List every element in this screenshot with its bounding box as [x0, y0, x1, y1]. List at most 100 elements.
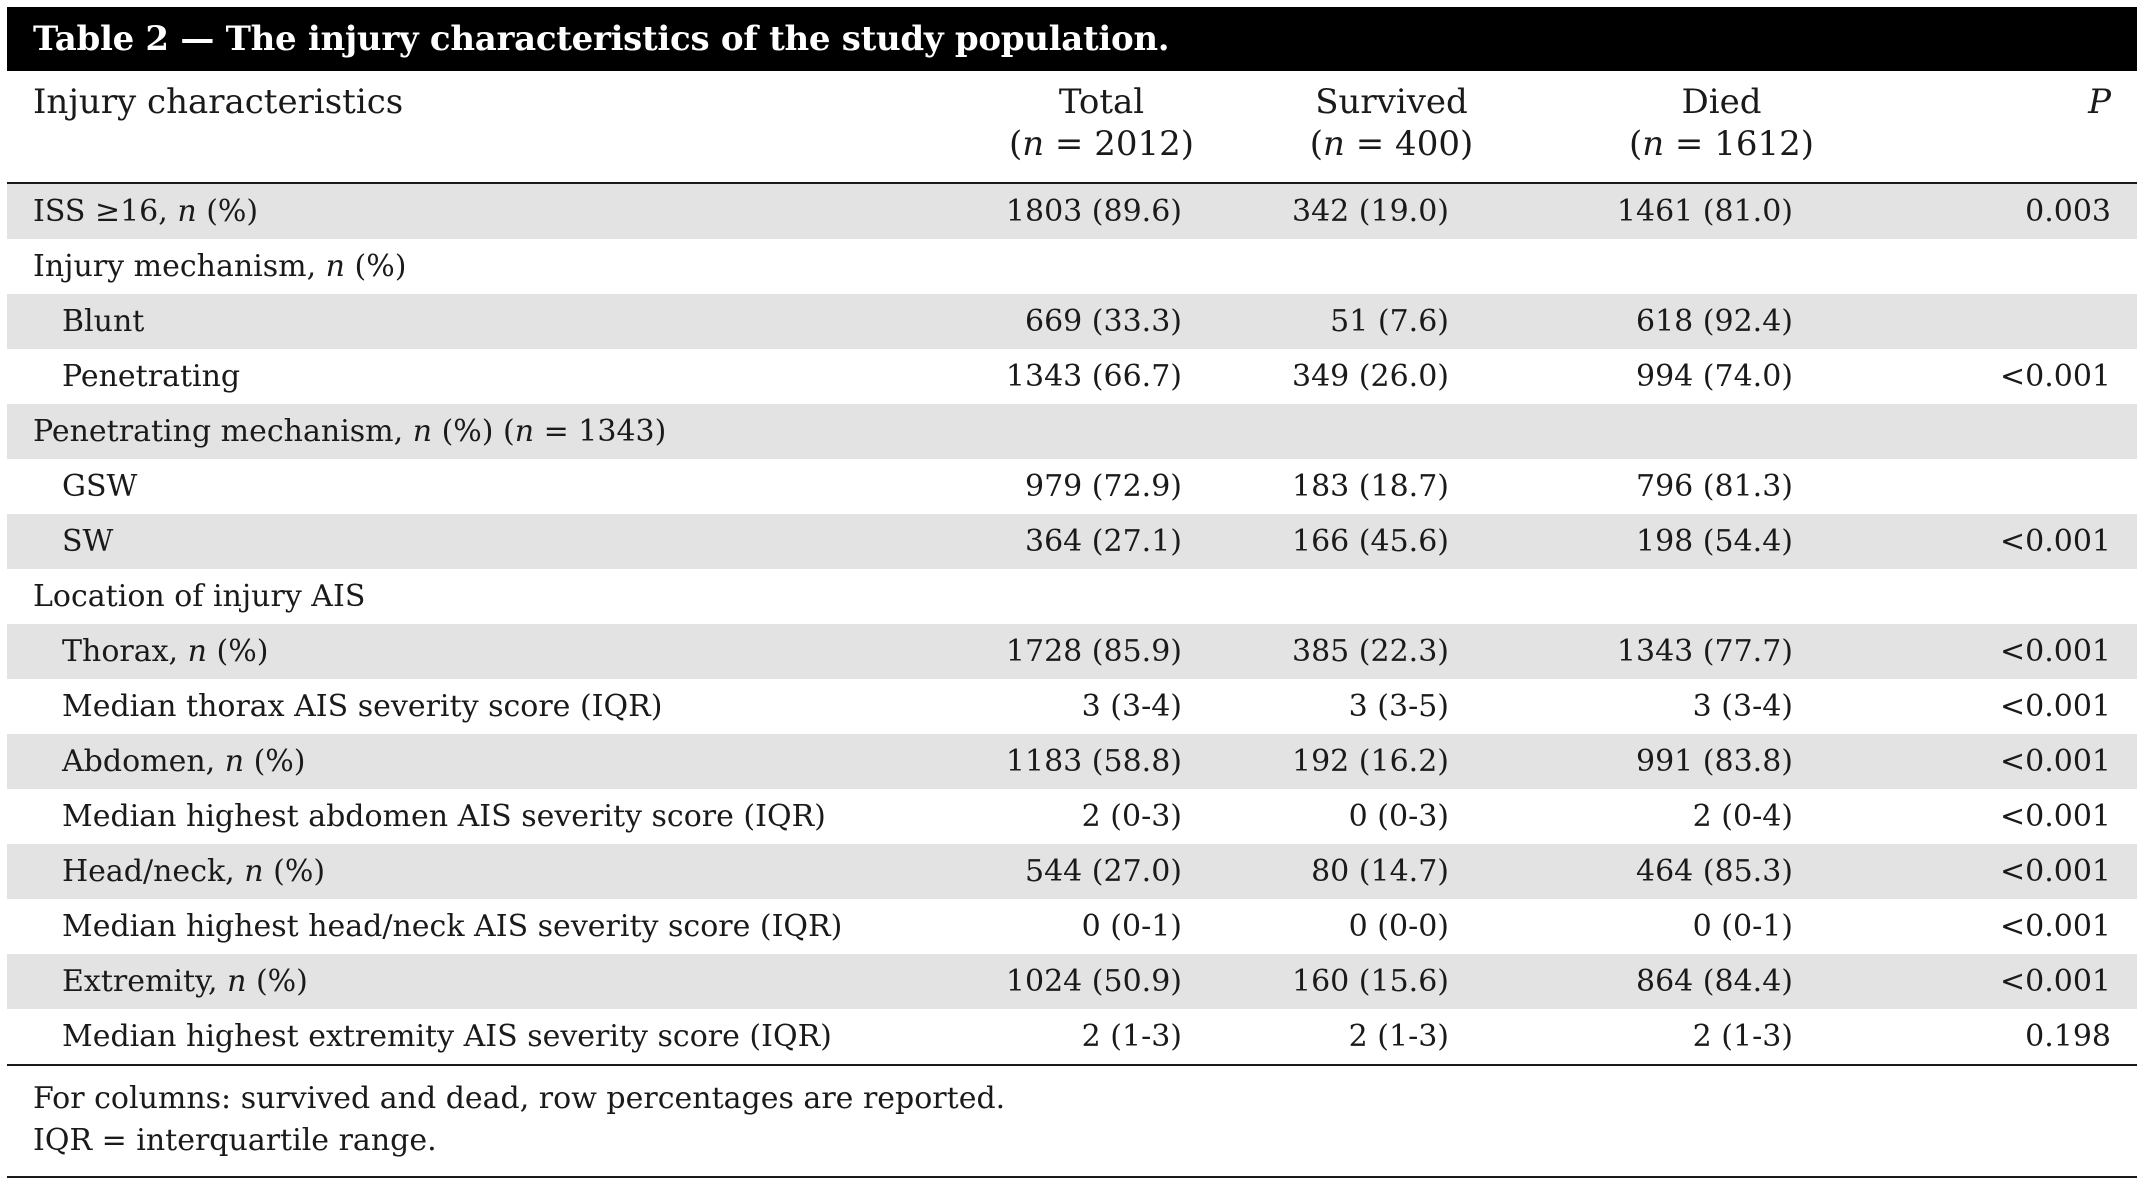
row-label: GSW: [62, 469, 138, 504]
header-total-name: Total: [1058, 82, 1145, 122]
cell-survived: 166 (45.6): [1197, 514, 1547, 569]
row-label: Penetrating: [62, 359, 241, 394]
cell-total: 2 (1-3): [887, 1009, 1197, 1066]
cell-survived: 385 (22.3): [1197, 624, 1547, 679]
cell-p-value: 0.198: [1897, 1009, 2137, 1066]
table-row: Blunt 669 (33.3) 51 (7.6) 618 (92.4): [7, 294, 2137, 349]
cell-total: [887, 239, 1197, 294]
cell-total: 1728 (85.9): [887, 624, 1197, 679]
cell-p-value: 0.003: [1897, 183, 2137, 239]
row-label: Median highest abdomen AIS severity scor…: [62, 799, 826, 834]
cell-p-value: [1897, 569, 2137, 624]
cell-survived: 342 (19.0): [1197, 183, 1547, 239]
header-survived-name: Survived: [1315, 82, 1468, 122]
table-row: Median highest head/neck AIS severity sc…: [7, 899, 2137, 954]
cell-total: 1183 (58.8): [887, 734, 1197, 789]
cell-died: 464 (85.3): [1547, 844, 1897, 899]
header-died-n: (n = 1612): [1628, 124, 1815, 164]
cell-p-value: <0.001: [1897, 844, 2137, 899]
cell-p-value: <0.001: [1999, 359, 2111, 394]
cell-total: [887, 569, 1197, 624]
cell-died: [1547, 569, 1897, 624]
row-label: Head/neck, n (%): [7, 844, 887, 899]
cell-survived: 0 (0-3): [1348, 799, 1449, 834]
cell-total: 3 (3-4): [1081, 689, 1182, 724]
row-label: Extremity, n (%): [7, 954, 887, 1009]
cell-total: 0 (0-1): [1081, 909, 1182, 944]
cell-survived: [1197, 569, 1547, 624]
cell-died: 991 (83.8): [1547, 734, 1897, 789]
row-label: Injury mechanism, n (%): [33, 249, 407, 284]
cell-total: 1343 (66.7): [1005, 359, 1182, 394]
row-label: Blunt: [7, 294, 887, 349]
header-died: Died (n = 1612): [1547, 71, 1897, 184]
row-label: Median thorax AIS severity score (IQR): [62, 689, 663, 724]
cell-died: 0 (0-1): [1692, 909, 1793, 944]
cell-survived: 2 (1-3): [1197, 1009, 1547, 1066]
footnote: For columns: survived and dead, row perc…: [33, 1081, 1006, 1116]
cell-total: 1024 (50.9): [887, 954, 1197, 1009]
row-label: Thorax, n (%): [7, 624, 887, 679]
cell-survived: 0 (0-0): [1348, 909, 1449, 944]
cell-p-value: [1897, 404, 2137, 459]
cell-died: 2 (0-4): [1692, 799, 1793, 834]
table-title: Table 2 — The injury characteristics of …: [7, 7, 2137, 71]
cell-survived: 80 (14.7): [1197, 844, 1547, 899]
cell-total: 544 (27.0): [887, 844, 1197, 899]
cell-died: 1343 (77.7): [1547, 624, 1897, 679]
cell-died: 864 (84.4): [1547, 954, 1897, 1009]
cell-died: 1461 (81.0): [1547, 183, 1897, 239]
cell-survived: 183 (18.7): [1291, 469, 1449, 504]
row-label: Median highest head/neck AIS severity sc…: [62, 909, 843, 944]
table-row: Abdomen, n (%) 1183 (58.8) 192 (16.2) 99…: [7, 734, 2137, 789]
header-total: Total (n = 2012): [887, 71, 1197, 184]
table-header-row: Injury characteristics Total (n = 2012) …: [7, 71, 2137, 184]
cell-survived: 349 (26.0): [1291, 359, 1449, 394]
cell-survived: 3 (3-5): [1348, 689, 1449, 724]
header-p-value: P: [1897, 71, 2137, 184]
table-row: Median highest abdomen AIS severity scor…: [7, 789, 2137, 844]
cell-total: 2 (0-3): [1081, 799, 1182, 834]
table-row: Penetrating mechanism, n (%) (n = 1343): [7, 404, 2137, 459]
cell-p-value: <0.001: [1897, 954, 2137, 1009]
injury-characteristics-table: Injury characteristics Total (n = 2012) …: [7, 71, 2137, 1066]
cell-survived: [1197, 239, 1547, 294]
header-died-name: Died: [1681, 82, 1762, 122]
cell-p-value: <0.001: [1897, 514, 2137, 569]
cell-total: 669 (33.3): [887, 294, 1197, 349]
cell-total: [887, 404, 1197, 459]
cell-died: 3 (3-4): [1692, 689, 1793, 724]
cell-p-value: [1897, 239, 2137, 294]
cell-survived: 160 (15.6): [1197, 954, 1547, 1009]
cell-died: 994 (74.0): [1635, 359, 1793, 394]
row-label: Median highest extremity AIS severity sc…: [7, 1009, 887, 1066]
table-footnotes: For columns: survived and dead, row perc…: [7, 1066, 2137, 1178]
cell-p-value: <0.001: [1897, 624, 2137, 679]
cell-died: 2 (1-3): [1547, 1009, 1897, 1066]
row-label: Location of injury AIS: [33, 579, 366, 614]
cell-p-value: <0.001: [1999, 689, 2111, 724]
table-row: Penetrating 1343 (66.7) 349 (26.0) 994 (…: [7, 349, 2137, 404]
cell-died: 618 (92.4): [1547, 294, 1897, 349]
cell-survived: 192 (16.2): [1197, 734, 1547, 789]
cell-p-value: <0.001: [1999, 799, 2111, 834]
cell-died: [1547, 404, 1897, 459]
row-label: ISS ≥16, n (%): [7, 183, 887, 239]
table-row: Extremity, n (%) 1024 (50.9) 160 (15.6) …: [7, 954, 2137, 1009]
row-label: SW: [7, 514, 887, 569]
cell-p-value: [1897, 459, 2137, 514]
table-row: Injury mechanism, n (%): [7, 239, 2137, 294]
table-row: ISS ≥16, n (%) 1803 (89.6) 342 (19.0) 14…: [7, 183, 2137, 239]
cell-p-value: [1897, 294, 2137, 349]
table-row: Median thorax AIS severity score (IQR) 3…: [7, 679, 2137, 734]
table-row: GSW 979 (72.9) 183 (18.7) 796 (81.3): [7, 459, 2137, 514]
table-row: SW 364 (27.1) 166 (45.6) 198 (54.4) <0.0…: [7, 514, 2137, 569]
table-container: Table 2 — The injury characteristics of …: [7, 7, 2137, 1178]
table-row: Location of injury AIS: [7, 569, 2137, 624]
header-total-n: (n = 2012): [1008, 124, 1195, 164]
row-label: Abdomen, n (%): [7, 734, 887, 789]
header-survived-n: (n = 400): [1309, 124, 1474, 164]
cell-died: 198 (54.4): [1547, 514, 1897, 569]
row-label: Penetrating mechanism, n (%) (n = 1343): [7, 404, 887, 459]
cell-total: 364 (27.1): [887, 514, 1197, 569]
